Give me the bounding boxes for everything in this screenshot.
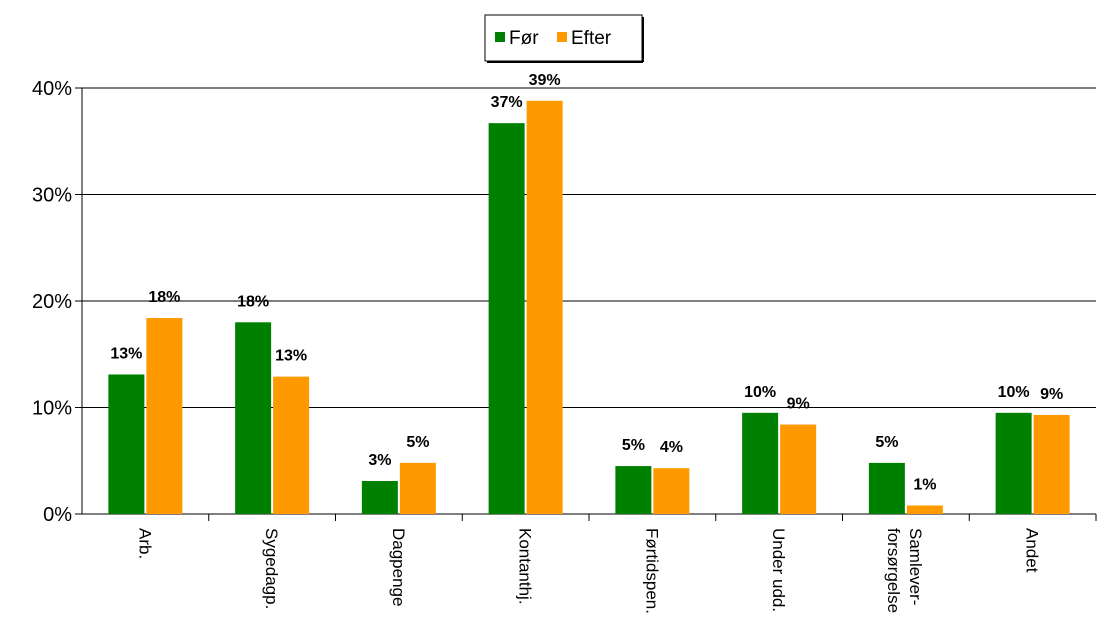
bar-efter <box>399 462 436 514</box>
bar-foer <box>361 480 398 514</box>
y-tick-label: 40% <box>32 78 72 100</box>
legend-label: Før <box>509 28 539 49</box>
bar-efter <box>526 100 563 514</box>
x-category-label: Arb. <box>135 528 154 559</box>
data-label: 13% <box>110 345 142 362</box>
x-category-label: Dagpenge <box>389 528 408 606</box>
data-label: 5% <box>406 434 429 451</box>
bar-foer <box>108 374 145 514</box>
y-tick-label: 20% <box>32 291 72 313</box>
data-label: 10% <box>744 384 776 401</box>
data-label: 18% <box>237 293 269 310</box>
bar-efter <box>273 376 310 514</box>
data-label: 39% <box>529 72 561 89</box>
x-category-label: Under udd. <box>769 528 788 612</box>
y-tick-label: 0% <box>43 504 72 526</box>
x-category-label: Andet <box>1023 528 1042 573</box>
y-tick-label: 10% <box>32 398 72 420</box>
bar-efter <box>653 468 690 514</box>
bar-efter <box>906 505 943 514</box>
data-label: 4% <box>660 439 683 456</box>
bar-efter <box>1033 414 1070 514</box>
data-label: 9% <box>787 396 810 413</box>
y-tick-label: 30% <box>32 185 72 207</box>
x-category-label: forsørgelse <box>884 528 903 613</box>
x-category-label: Sygedagp. <box>262 528 281 609</box>
bar-foer <box>615 466 652 514</box>
data-label: 37% <box>491 94 523 111</box>
bar-foer <box>235 322 272 514</box>
data-label: 1% <box>913 476 936 493</box>
legend-swatch <box>495 32 505 42</box>
data-label: 18% <box>148 289 180 306</box>
data-label: 10% <box>998 384 1030 401</box>
data-label: 3% <box>368 452 391 469</box>
data-label: 13% <box>275 348 307 365</box>
x-category-label: Samlever- <box>906 528 925 605</box>
bar-foer <box>995 412 1032 514</box>
data-label: 9% <box>1040 386 1063 403</box>
legend-swatch <box>557 32 567 42</box>
bar-foer <box>488 123 525 515</box>
data-label: 5% <box>622 437 645 454</box>
bar-efter <box>780 424 817 514</box>
bar-foer <box>742 412 779 514</box>
x-category-label: Kontanthj. <box>516 528 535 605</box>
bar-foer <box>868 462 905 514</box>
data-label: 5% <box>875 434 898 451</box>
x-category-label: Førtidspen. <box>642 528 661 614</box>
legend-label: Efter <box>571 28 612 49</box>
bar-efter <box>146 318 183 514</box>
